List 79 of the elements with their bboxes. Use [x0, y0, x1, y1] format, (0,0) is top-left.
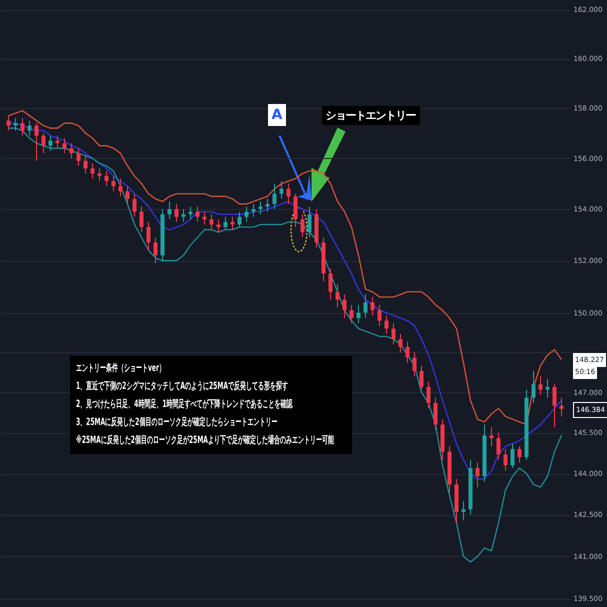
- candlestick: [224, 216, 228, 230]
- annotation: エントリー条件（ショートver）: [76, 362, 166, 376]
- candlestick: [20, 118, 24, 136]
- candlestick: [28, 120, 32, 136]
- candlestick: [258, 200, 262, 215]
- candlestick: [552, 384, 556, 428]
- candlestick: [62, 138, 66, 154]
- candlestick: [384, 314, 388, 334]
- annotation: ショートエントリー: [322, 106, 420, 125]
- candlestick: [546, 378, 550, 398]
- candlestick: [230, 216, 234, 230]
- candlestick: [154, 236, 158, 264]
- candlestick: [504, 448, 508, 472]
- candlestick: [412, 352, 416, 377]
- candlestick: [14, 118, 18, 132]
- candlestick: [518, 446, 522, 464]
- annotation: 2、見つけたら日足、4時間足、1時間足すべてが下降トレンドであることを確認: [76, 398, 293, 412]
- candlestick: [490, 426, 494, 447]
- candlestick: [70, 142, 74, 159]
- candlestick: [370, 296, 374, 316]
- candlestick: [538, 376, 542, 396]
- candlestick: [90, 162, 94, 180]
- candlestick: [426, 381, 430, 409]
- candlestick: [560, 397, 564, 417]
- candlestick: [286, 183, 290, 205]
- candlestick: [112, 176, 116, 192]
- candlestick: [210, 214, 214, 230]
- annotation: 1、直近で下側の2シグマにタッチしてAのように25MAで反発してる形を探す: [76, 380, 288, 394]
- candlestick: [196, 206, 200, 222]
- candlestick: [496, 432, 500, 460]
- candlestick: [146, 221, 150, 251]
- candlestick: [510, 443, 514, 469]
- candlestick: [202, 211, 206, 226]
- candlestick: [140, 206, 144, 233]
- candlestick: [364, 294, 368, 319]
- candlestick: [118, 178, 122, 197]
- candlestick: [34, 122, 38, 162]
- candlestick: [294, 193, 298, 228]
- candlestick: [336, 283, 340, 308]
- candlestick: [280, 180, 284, 200]
- candlestick: [308, 206, 312, 238]
- candlestick: [476, 462, 480, 488]
- candlestick: [420, 365, 424, 390]
- candlestick: [462, 500, 466, 521]
- candlestick: [84, 155, 88, 174]
- candlestick: [398, 333, 402, 353]
- candlestick: [216, 218, 220, 233]
- candlestick: [300, 214, 304, 238]
- candlestick: [174, 204, 178, 222]
- candlestick: [6, 115, 10, 132]
- candlestick: [392, 322, 396, 345]
- candlestick: [266, 198, 270, 212]
- candlestick: [350, 304, 354, 324]
- candlestick: [342, 294, 346, 319]
- candlestick: [126, 186, 130, 205]
- candlestick: [188, 206, 192, 220]
- annotation: A: [268, 104, 286, 126]
- annotation: 3、25MAに反発した2個目のローソク足が確定したらショートエントリー: [76, 415, 278, 430]
- candlestick: [98, 168, 102, 182]
- candlestick: [434, 397, 438, 430]
- candlestick: [272, 183, 276, 210]
- candlestick: [328, 268, 332, 300]
- candlestick: [244, 206, 248, 222]
- candlestick: [252, 204, 256, 218]
- candlestick: [532, 370, 536, 404]
- candlestick: [104, 170, 108, 187]
- candlestick: [76, 148, 80, 166]
- annotation: ※25MAに反発した2個目のローソク足が25MAより下で足が確定した場合のみエントリー可能: [76, 433, 334, 448]
- candlestick: [132, 193, 136, 218]
- candlestick: [356, 304, 360, 324]
- candlestick: [48, 135, 52, 152]
- candlestick: [406, 341, 410, 364]
- candlestick: [182, 208, 186, 222]
- candlestick: [42, 132, 46, 154]
- candlestick: [168, 200, 172, 220]
- candlestick: [238, 211, 242, 228]
- line-series: [8, 110, 562, 426]
- candlestick: [378, 304, 382, 326]
- candlestick: [56, 135, 60, 149]
